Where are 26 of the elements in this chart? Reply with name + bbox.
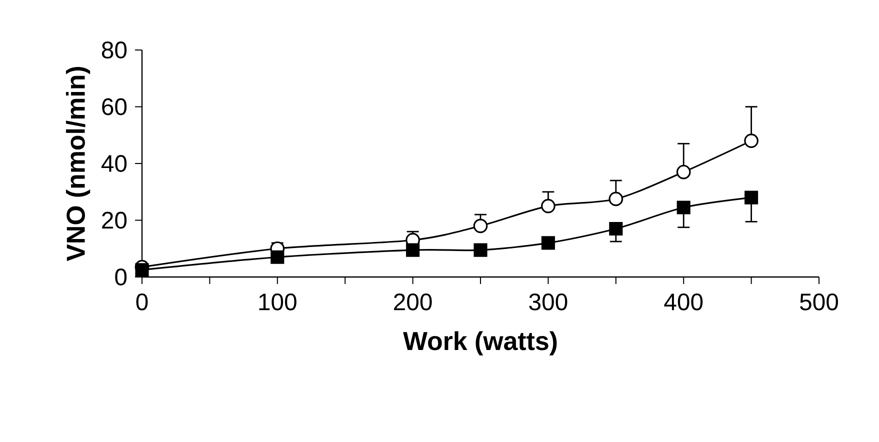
y-tick-label: 80 (102, 42, 127, 58)
point (541, 198, 556, 214)
x-tick-label: 0 (136, 293, 148, 310)
point (406, 243, 420, 257)
point (609, 222, 623, 236)
point (676, 200, 690, 214)
point (474, 243, 488, 257)
point (473, 218, 488, 234)
point (744, 134, 758, 148)
y-tick-label: 40 (101, 155, 127, 172)
point (608, 192, 624, 206)
x-tick-label: 100 (259, 293, 296, 310)
x-tick-label: 400 (664, 293, 703, 310)
point (676, 164, 691, 180)
point (135, 263, 149, 277)
y-tick-label: 60 (102, 98, 127, 116)
y-tick-label: 20 (102, 212, 127, 229)
y-axis-title: VNO (nmol/min) (66, 66, 90, 262)
x-tick-label: 300 (529, 293, 568, 310)
x-tick-label: 200 (394, 293, 432, 310)
point (270, 250, 284, 264)
y-tick-label: 0 (115, 268, 127, 286)
point (744, 190, 758, 204)
point (541, 236, 555, 250)
x-axis-title: Work (watts) (403, 331, 557, 356)
x-tick-label: 500 (800, 293, 838, 310)
